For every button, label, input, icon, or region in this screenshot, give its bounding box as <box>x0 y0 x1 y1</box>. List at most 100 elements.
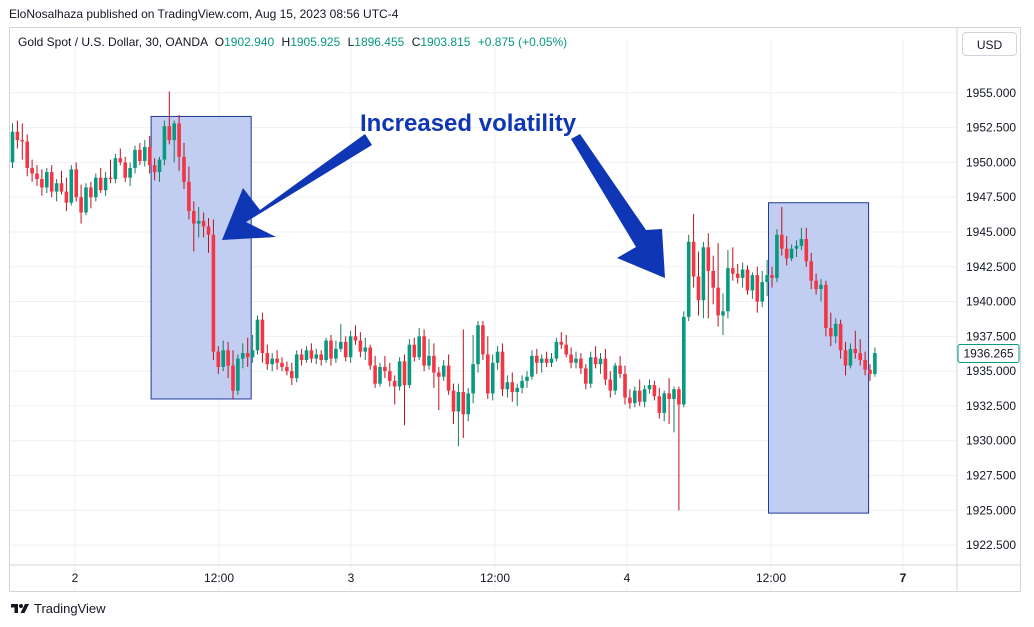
candle <box>211 219 216 361</box>
candle-body <box>84 187 88 213</box>
candle-body <box>843 350 848 366</box>
volatility-highlight-box <box>768 202 870 514</box>
candle <box>593 346 598 369</box>
candle-body <box>735 273 740 278</box>
candle-body <box>275 358 279 363</box>
y-tick-label: 1932.500 <box>966 399 1016 413</box>
candle-body <box>765 275 769 283</box>
candle-body <box>74 169 78 198</box>
candle-body <box>559 341 564 345</box>
candle-body <box>682 316 686 405</box>
candle-body <box>314 354 319 359</box>
candle <box>760 270 764 308</box>
candle <box>623 365 627 405</box>
candle <box>701 241 706 319</box>
candle-body <box>299 354 304 361</box>
candle-body <box>294 354 299 379</box>
candle <box>819 279 823 302</box>
candle <box>231 350 235 399</box>
candle <box>549 353 554 367</box>
candle-body <box>520 380 524 388</box>
y-tick-label: 1952.500 <box>966 121 1016 135</box>
candle <box>388 362 392 387</box>
candle <box>731 247 735 281</box>
candle <box>128 162 132 187</box>
candle <box>603 348 608 386</box>
candle-body <box>677 389 681 405</box>
candle <box>682 311 686 408</box>
candle <box>814 273 818 295</box>
candle <box>79 184 83 224</box>
candle <box>691 213 696 288</box>
candle-body <box>833 323 838 337</box>
candle-body <box>123 162 127 178</box>
candle-body <box>329 340 333 359</box>
candle-body <box>647 385 652 390</box>
candle-body <box>206 226 211 235</box>
candle-body <box>696 276 701 301</box>
candle <box>94 173 98 202</box>
candle <box>49 165 54 198</box>
candle <box>250 334 255 363</box>
candle <box>510 372 515 402</box>
currency-button[interactable]: USD <box>962 32 1017 56</box>
candle <box>152 158 157 181</box>
last-price-label: 1936.265 <box>963 347 1013 361</box>
candle <box>569 347 573 369</box>
candle <box>505 375 510 398</box>
candle <box>520 375 524 394</box>
candle-body <box>691 241 696 277</box>
y-tick-label: 1930.000 <box>966 434 1016 448</box>
candle-body <box>402 361 407 386</box>
chart-frame <box>9 27 1021 592</box>
candle-body <box>89 187 93 198</box>
candle <box>69 165 74 206</box>
candle-body <box>760 282 764 302</box>
candle <box>45 167 49 194</box>
candle <box>84 183 88 216</box>
candle-body <box>358 340 363 352</box>
tradingview-logo-icon <box>11 603 29 613</box>
candle-body <box>128 167 132 178</box>
candle-body <box>226 350 230 366</box>
candle <box>784 236 789 266</box>
candle-body <box>339 341 343 349</box>
change-value: +0.875 (+0.05%) <box>477 35 568 49</box>
candle <box>147 135 152 174</box>
candle-body <box>441 365 446 377</box>
candle <box>74 162 78 202</box>
candle <box>397 357 402 391</box>
candle-body <box>363 347 368 352</box>
candle <box>35 165 39 187</box>
candle-body <box>544 358 549 363</box>
y-tick-label: 1940.000 <box>966 295 1016 309</box>
candle <box>535 348 539 374</box>
candle <box>89 181 93 209</box>
candle-body <box>255 319 260 351</box>
footer-brand[interactable]: TradingView <box>10 601 106 616</box>
candle-body <box>584 368 588 384</box>
candle <box>721 293 725 335</box>
candle <box>290 362 294 386</box>
candle <box>15 120 20 149</box>
candle-body <box>30 167 34 174</box>
y-tick-label: 1942.500 <box>966 260 1016 274</box>
candle <box>868 364 872 381</box>
candle-body <box>10 131 15 163</box>
candle-body <box>461 392 466 415</box>
x-tick-label: 2 <box>72 571 79 585</box>
candle-body <box>775 234 779 278</box>
candle <box>633 386 637 408</box>
annotation-text: Increased volatility <box>360 110 577 137</box>
y-tick-label: 1945.000 <box>966 225 1016 239</box>
candle <box>780 206 784 256</box>
candle <box>348 330 353 363</box>
candle-body <box>608 379 613 391</box>
candle-body <box>804 238 809 262</box>
candle-body <box>652 385 657 397</box>
candle <box>637 379 642 406</box>
candle-body <box>721 311 725 316</box>
candle <box>162 120 167 166</box>
candle-body <box>113 158 118 180</box>
